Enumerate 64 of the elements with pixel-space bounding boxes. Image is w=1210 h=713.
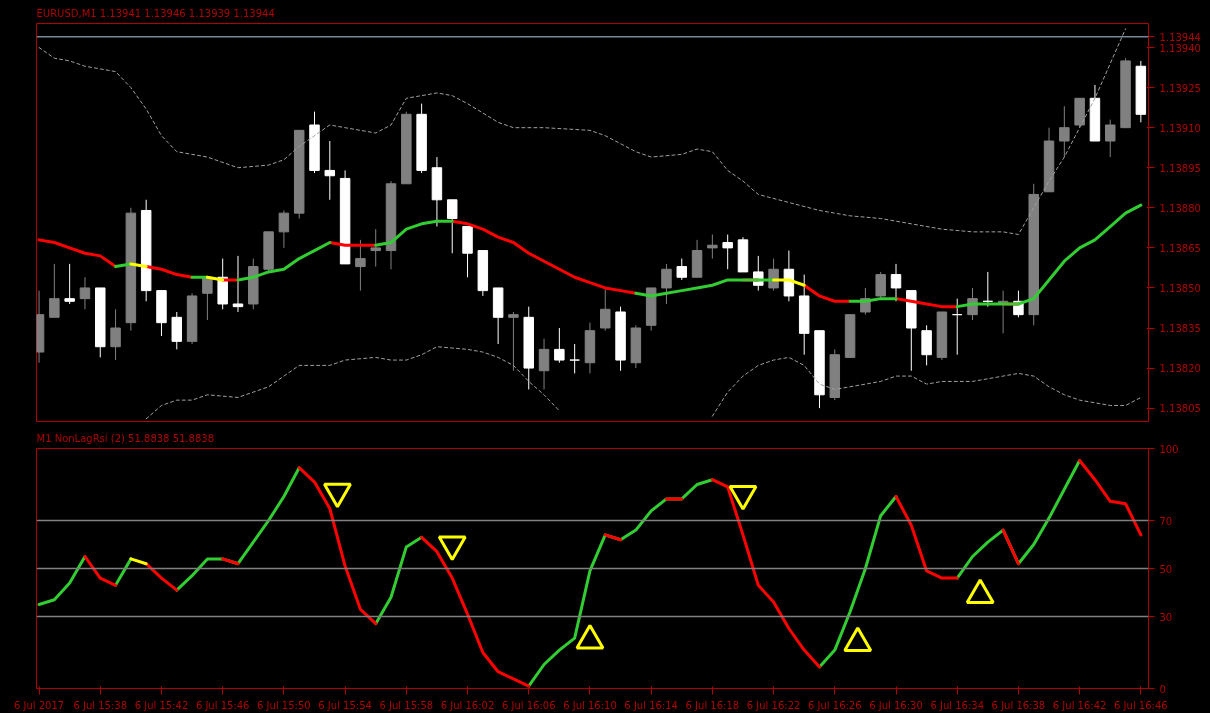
ref-line-label: 1.13944 xyxy=(1159,31,1201,43)
line-series xyxy=(38,28,1127,236)
candlestick xyxy=(508,311,519,372)
y-tick-label: 1.13865 xyxy=(1159,242,1201,254)
candlestick xyxy=(569,343,580,374)
y-tick-label: 1.13880 xyxy=(1159,202,1201,214)
x-tick-label: 6 Jul 15:54 xyxy=(318,699,372,711)
candlestick xyxy=(661,263,672,305)
x-tick-label: 6 Jul 16:30 xyxy=(869,699,923,711)
y-tick-label: 70 xyxy=(1159,515,1173,527)
y-tick-label: 1.13895 xyxy=(1159,162,1201,174)
x-tick-label: 6 Jul 16:38 xyxy=(991,699,1046,711)
x-tick-label: 6 Jul 16:06 xyxy=(501,699,556,711)
candlestick xyxy=(1059,105,1070,158)
x-tick-label: 6 Jul 15:42 xyxy=(134,699,189,711)
y-tick-label: 1.13925 xyxy=(1159,82,1201,94)
x-tick-label: 6 Jul 16:10 xyxy=(563,699,617,711)
y-tick-label: 50 xyxy=(1159,563,1173,575)
y-tick-label: 1.13940 xyxy=(1159,42,1201,54)
candlestick xyxy=(202,276,213,321)
x-tick-label: 6 Jul 15:58 xyxy=(379,699,434,711)
candlestick xyxy=(355,239,366,292)
y-tick-label: 1.13850 xyxy=(1159,282,1201,294)
y-tick-label: 1.13805 xyxy=(1159,403,1201,415)
candlestick xyxy=(49,263,60,318)
candlestick xyxy=(64,263,75,305)
x-tick-label: 6 Jul 16:14 xyxy=(624,699,678,711)
candlestick xyxy=(324,140,336,201)
candlestick xyxy=(875,271,886,300)
x-tick-label: 6 Jul 16:18 xyxy=(685,699,740,711)
candlestick xyxy=(1105,119,1116,158)
x-tick-label: 6 Jul 16:26 xyxy=(807,699,862,711)
candlestick xyxy=(278,209,290,249)
candlestick xyxy=(982,271,994,308)
candlestick xyxy=(446,199,458,254)
y-tick-label: 1.13910 xyxy=(1159,122,1201,134)
x-tick-label: 6 Jul 15:50 xyxy=(257,699,311,711)
candlestick xyxy=(370,228,381,268)
x-tick-label: 6 Jul 16:46 xyxy=(1114,699,1168,711)
candlestick xyxy=(110,308,121,361)
x-tick-label: 6 Jul 16:02 xyxy=(440,699,495,711)
y-tick-label: 30 xyxy=(1159,611,1173,623)
candlestick xyxy=(232,255,244,313)
x-tick-label: 6 Jul 16:42 xyxy=(1052,699,1107,711)
x-tick-label: 6 Jul 2017 xyxy=(13,699,65,711)
candlestick xyxy=(707,234,718,260)
y-tick-label: 0 xyxy=(1159,683,1166,695)
y-tick-label: 100 xyxy=(1159,443,1179,455)
candlestick xyxy=(890,263,902,302)
x-tick-label: 6 Jul 15:38 xyxy=(73,699,128,711)
candlestick xyxy=(79,276,91,310)
candlestick xyxy=(722,234,733,270)
candlestick xyxy=(676,258,688,281)
candlestick xyxy=(951,298,963,356)
candlestick xyxy=(600,287,611,332)
x-tick-label: 6 Jul 15:46 xyxy=(195,699,250,711)
candlestick xyxy=(538,338,550,390)
x-tick-label: 6 Jul 16:34 xyxy=(930,699,985,711)
y-tick-label: 1.13835 xyxy=(1159,323,1201,335)
chart-title: EURUSD,M1 1.13941 1.13946 1.13939 1.13944 xyxy=(36,7,275,19)
candlestick xyxy=(554,327,565,364)
chart-title: M1 NonLagRsi (2) 51.8838 51.8838 xyxy=(36,432,214,444)
y-tick-label: 1.13820 xyxy=(1159,363,1201,375)
x-tick-label: 6 Jul 16:22 xyxy=(746,699,801,711)
